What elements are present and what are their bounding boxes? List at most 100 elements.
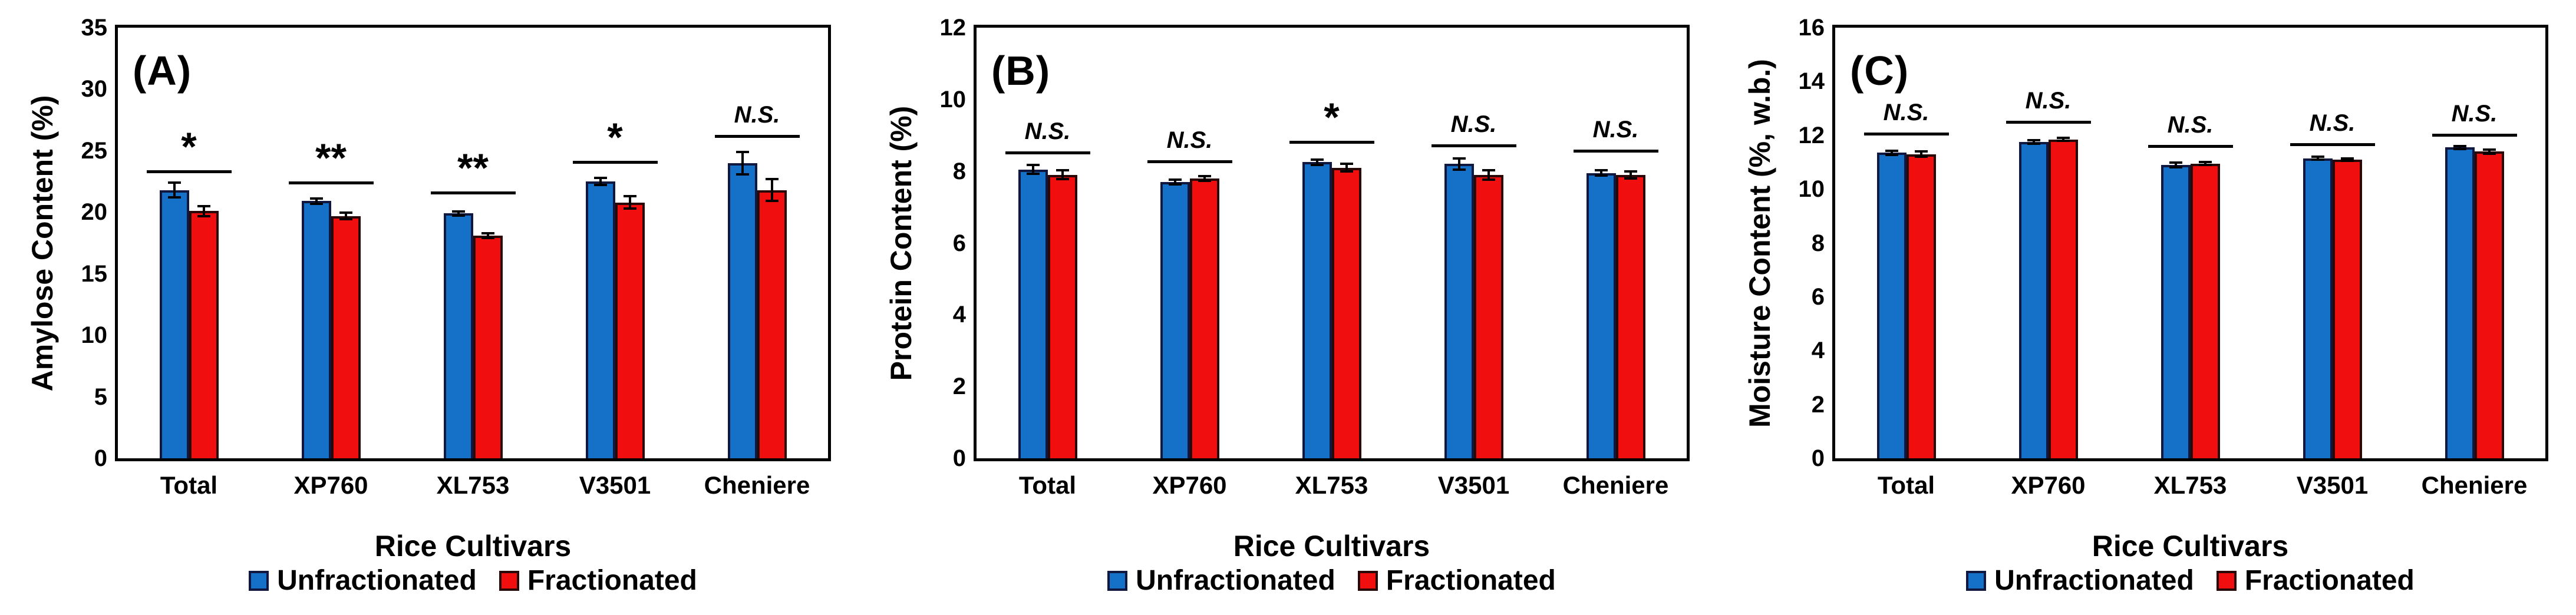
legend-swatch-unfractionated	[1107, 570, 1128, 591]
significance-label: N.S.	[1166, 127, 1213, 154]
error-bar-cap-bottom	[167, 196, 181, 199]
error-bar-cap-top	[2482, 148, 2496, 151]
error-bar-line	[1487, 170, 1490, 180]
x-axis-tick-label: Total	[1018, 471, 1077, 499]
bar-unfractionated	[2161, 165, 2191, 458]
bar-fractionated	[1047, 174, 1077, 458]
error-bar-cap-bottom	[481, 237, 494, 240]
error-bar-cap-bottom	[623, 207, 636, 210]
error-bar-cap-bottom	[1624, 177, 1637, 180]
x-axis-title: Rice Cultivars	[374, 530, 572, 563]
error-bar-cap-bottom	[1885, 154, 1898, 157]
error-bar-cap-bottom	[1056, 178, 1069, 181]
legend-label: Fractionated	[1386, 565, 1556, 596]
error-bar-cap-top	[1914, 150, 1928, 153]
panel-amylose: (A) Amylose Content (%) 0 5 10 15 20 25 30 35 Tota…	[0, 0, 859, 615]
legend-item-fractionated: Fractionated	[499, 564, 697, 597]
error-bar-line	[486, 233, 489, 239]
error-bar-cap-bottom	[339, 217, 352, 220]
significance-line	[288, 181, 374, 185]
error-bar-cap-top	[2027, 139, 2040, 142]
error-bar-cap-top	[623, 195, 636, 198]
legend: Unfractionated Fractionated	[118, 564, 828, 597]
y-axis-tick-label: 25	[81, 137, 108, 164]
bar-fractionated	[1189, 178, 1219, 458]
bar-unfractionated	[727, 163, 757, 458]
error-bar-cap-top	[735, 150, 749, 153]
y-axis-tick-label: 35	[81, 15, 108, 41]
legend-swatch-fractionated	[499, 570, 519, 591]
x-axis-tick-label: Cheniere	[2421, 471, 2528, 499]
y-axis-tick-label: 6	[952, 230, 966, 256]
error-bar-line	[1315, 159, 1318, 166]
error-bar-cap-top	[1310, 158, 1324, 161]
significance-line	[1289, 140, 1374, 144]
significance-line	[146, 170, 232, 174]
y-axis-tick-label: 2	[952, 373, 966, 400]
y-axis-tick-label: 30	[81, 76, 108, 102]
y-axis-tick-label: 10	[939, 86, 967, 113]
error-bar-cap-bottom	[2482, 152, 2496, 155]
bar-unfractionated	[159, 190, 189, 458]
legend-item-unfractionated: Unfractionated	[1107, 564, 1335, 597]
x-axis-tick-label: V3501	[1437, 471, 1510, 499]
x-axis-tick-label: V3501	[2296, 471, 2369, 499]
error-bar-cap-top	[2169, 161, 2182, 164]
y-axis-tick-label: 12	[1798, 122, 1825, 148]
error-bar-line	[1919, 151, 1922, 157]
significance-line	[1863, 133, 1949, 136]
panel-moisture: (C) Moisture Content (%, w.b.) 0 2 4 6 8 10 12 14…	[1717, 0, 2576, 615]
significance-label: *	[181, 124, 197, 170]
error-bar-cap-top	[167, 181, 181, 184]
x-axis-tick-label: XP760	[2011, 471, 2086, 499]
error-bar-line	[315, 199, 318, 204]
legend-label: Fractionated	[527, 565, 697, 596]
significance-label: N.S.	[1592, 117, 1639, 143]
x-axis-tick-label: XL753	[2153, 471, 2227, 499]
error-bar-line	[2174, 163, 2177, 167]
error-bar-line	[2204, 161, 2206, 166]
significance-label: N.S.	[734, 101, 780, 128]
significance-line	[2290, 143, 2375, 147]
error-bar-line	[1173, 179, 1176, 185]
y-axis-tick-label: 4	[1811, 338, 1825, 364]
significance-line	[2006, 120, 2091, 124]
error-bar-cap-bottom	[593, 184, 607, 187]
panel-protein: (B) Protein Content (%) 0 2 4 6 8 10 12 Total N.S.…	[859, 0, 1717, 615]
legend-item-fractionated: Fractionated	[2216, 564, 2415, 597]
panel-label: (C)	[1850, 48, 1909, 94]
error-bar-cap-bottom	[197, 214, 210, 217]
y-axis-tick-label: 8	[952, 158, 966, 184]
x-axis-title: Rice Cultivars	[2092, 530, 2289, 563]
bar-fractionated	[473, 235, 503, 458]
y-axis-tick-label: 8	[1811, 230, 1825, 256]
error-bar-line	[1061, 170, 1064, 180]
significance-line	[1147, 160, 1232, 164]
legend-swatch-fractionated	[2216, 570, 2237, 591]
bar-fractionated	[1615, 174, 1645, 458]
error-bar-cap-top	[1026, 164, 1040, 167]
bar-unfractionated	[1160, 181, 1190, 458]
bar-fractionated	[2474, 151, 2504, 458]
significance-line	[1005, 151, 1090, 155]
y-axis-tick-label: 2	[1811, 391, 1825, 418]
error-bar-line	[457, 211, 460, 216]
significance-line	[572, 160, 658, 164]
bar-unfractionated	[1018, 169, 1048, 458]
error-bar-cap-top	[765, 177, 779, 180]
significance-line	[2148, 144, 2233, 148]
significance-label: **	[315, 135, 347, 181]
error-bar-cap-bottom	[765, 200, 779, 203]
x-axis-tick-label: XP760	[293, 471, 368, 499]
significance-label: **	[457, 145, 489, 190]
error-bar-cap-bottom	[2027, 142, 2040, 145]
y-axis-tick-label: 6	[1811, 283, 1825, 310]
significance-label: N.S.	[2451, 101, 2498, 127]
error-bar-cap-bottom	[2311, 158, 2324, 161]
legend-item-fractionated: Fractionated	[1357, 564, 1556, 597]
error-bar-cap-top	[1340, 163, 1353, 166]
error-bar-line	[344, 213, 347, 219]
error-bar-cap-bottom	[2169, 166, 2182, 168]
error-bar-line	[1457, 158, 1460, 170]
y-axis-tick-label: 0	[952, 445, 966, 471]
